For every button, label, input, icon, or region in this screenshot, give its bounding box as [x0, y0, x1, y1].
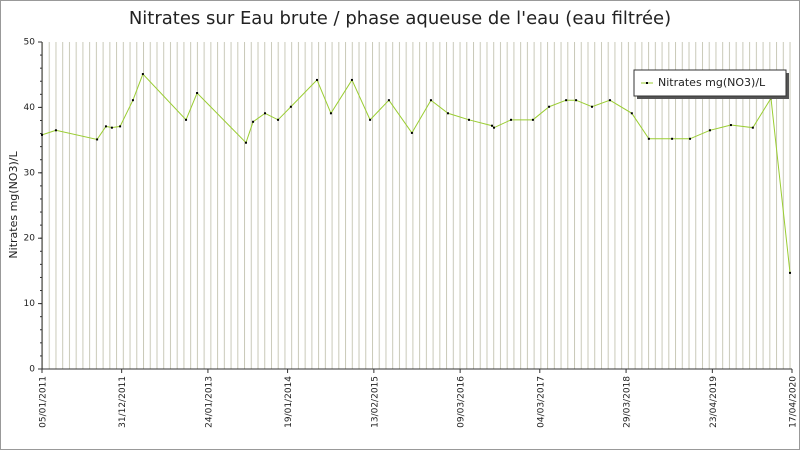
data-point	[329, 112, 332, 115]
y-tick-label: 10	[24, 299, 36, 309]
data-point	[316, 78, 318, 81]
data-point	[119, 125, 122, 128]
legend-box	[633, 69, 787, 97]
data-point	[446, 112, 449, 115]
x-tick-label: 05/01/2011	[39, 376, 49, 428]
data-point	[277, 118, 280, 121]
x-tick-label: 17/04/2020	[789, 376, 799, 428]
data-point	[467, 118, 470, 121]
data-point	[510, 118, 513, 121]
data-point	[491, 124, 493, 127]
chart-title: Nitrates sur Eau brute / phase aqueuse d…	[129, 8, 671, 29]
data-point	[729, 124, 732, 127]
data-point	[689, 137, 692, 140]
data-point	[531, 118, 534, 121]
data-point	[492, 126, 495, 129]
data-point	[591, 105, 593, 108]
data-point	[575, 99, 578, 102]
data-point	[565, 99, 568, 102]
data-point	[350, 78, 353, 81]
y-tick-label: 20	[24, 234, 36, 244]
data-point	[264, 112, 267, 115]
data-point	[141, 73, 144, 76]
legend-label: Nitrates mg(NO3)/L	[658, 76, 766, 89]
data-point	[289, 105, 292, 108]
data-point	[548, 105, 551, 108]
y-tick-label: 50	[24, 38, 36, 48]
x-tick-label: 09/03/2016	[457, 376, 467, 428]
data-point	[708, 129, 711, 132]
x-tick-label: 13/02/2015	[370, 376, 380, 428]
data-point	[369, 118, 372, 121]
data-line	[41, 73, 791, 273]
legend-marker	[646, 82, 648, 84]
data-point	[244, 141, 247, 144]
y-tick-label: 40	[24, 103, 36, 113]
data-point	[54, 129, 57, 132]
data-point	[387, 99, 390, 102]
x-tick-label: 29/03/2018	[623, 376, 633, 428]
data-point	[185, 118, 188, 121]
y-tick-label: 0	[29, 365, 35, 375]
x-tick-label: 24/01/2013	[204, 376, 214, 428]
data-point	[110, 126, 113, 129]
x-tick-label: 31/12/2011	[118, 376, 128, 428]
data-point	[41, 133, 43, 136]
data-point	[789, 271, 792, 274]
y-axis-title: Nitrates mg(NO3)/L	[7, 151, 20, 259]
data-point	[196, 92, 199, 95]
x-tick-label: 23/04/2019	[709, 376, 719, 428]
data-point	[252, 120, 255, 123]
data-point	[647, 137, 650, 140]
data-point	[751, 126, 754, 129]
x-tick-label: 04/03/2017	[536, 376, 546, 428]
x-tick-label: 19/01/2014	[284, 376, 294, 428]
data-point	[410, 131, 413, 134]
data-point	[630, 112, 633, 115]
data-point	[104, 125, 107, 128]
data-point	[429, 99, 432, 102]
data-point	[608, 99, 611, 102]
y-tick-label: 30	[24, 168, 36, 178]
data-point	[671, 137, 674, 140]
data-point	[96, 138, 99, 141]
data-point	[131, 99, 134, 102]
